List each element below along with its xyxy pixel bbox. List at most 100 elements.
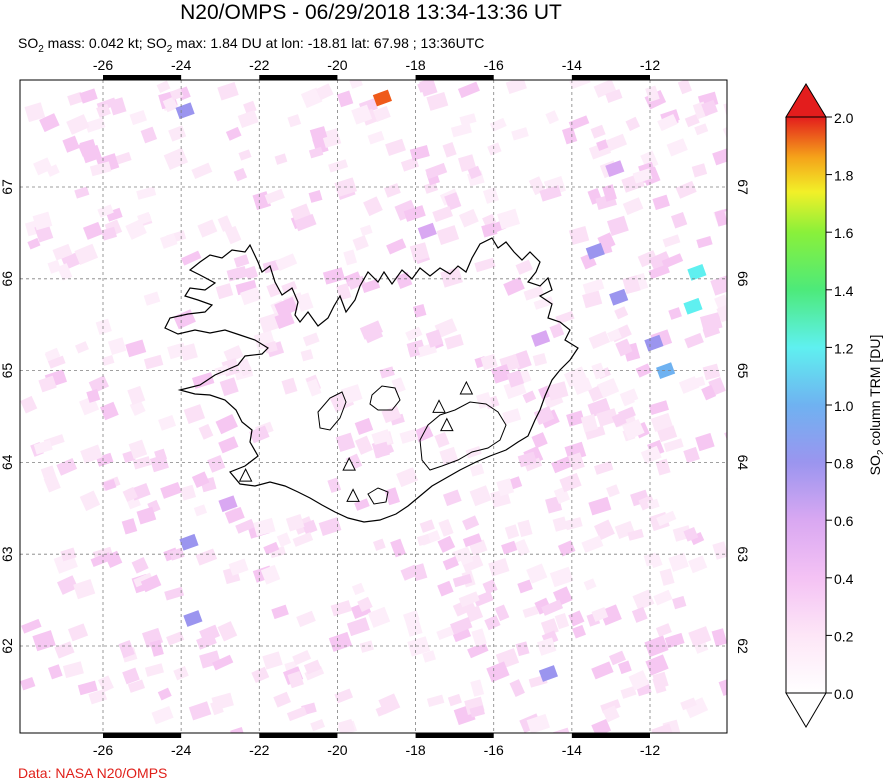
so2-noise-pixel xyxy=(593,80,617,98)
so2-noise-pixel xyxy=(217,81,239,101)
so2-pixel xyxy=(538,665,558,682)
volcano-markers xyxy=(238,380,474,502)
subtitle-part: max: 1.84 DU at lon: -18.81 lat: 67.98 ;… xyxy=(172,35,485,51)
so2-noise-pixel xyxy=(309,126,328,142)
so2-noise-pixel xyxy=(490,364,512,384)
frame-bar-top xyxy=(571,75,650,80)
so2-pixel xyxy=(644,334,664,352)
so2-noise-pixel xyxy=(426,91,449,111)
so2-noise-pixel xyxy=(514,538,530,557)
so2-noise-pixel xyxy=(367,130,385,145)
so2-noise-pixel xyxy=(648,400,669,415)
so2-noise-pixel xyxy=(79,490,101,512)
so2-noise-pixel xyxy=(562,126,578,145)
so2-noise-pixel xyxy=(559,472,582,493)
so2-pixel xyxy=(605,160,625,177)
so2-noise-pixel xyxy=(276,532,292,547)
subtitle-subscript: 2 xyxy=(166,43,173,55)
so2-noise-pixel xyxy=(86,388,101,403)
so2-noise-pixel xyxy=(180,484,197,501)
so2-noise-pixel xyxy=(193,504,208,517)
so2-noise-pixel xyxy=(273,691,291,708)
so2-noise-pixel xyxy=(528,176,546,196)
so2-noise-pixel xyxy=(233,167,248,182)
colorbar: 0.0 0.2 0.4 0.6 0.8 1.0 1.2 1.4 1.6 1.8 2.0 SO2 co… xyxy=(785,83,883,728)
so2-noise-pixel xyxy=(487,142,502,156)
y-tick-label-left: 63 xyxy=(0,546,15,562)
so2-noise-pixel xyxy=(554,612,570,630)
so2-noise-pixel xyxy=(450,616,473,635)
so2-noise-pixel xyxy=(157,687,172,701)
so2-noise-pixel xyxy=(354,435,373,455)
so2-noise-pixel xyxy=(217,621,238,642)
so2-noise-pixel xyxy=(97,204,114,218)
so2-noise-pixel xyxy=(56,458,78,476)
so2-noise-pixel xyxy=(459,208,479,228)
so2-noise-pixel xyxy=(137,211,152,225)
x-tick-label: -24 xyxy=(171,57,191,73)
volcano-marker xyxy=(238,468,253,482)
so2-noise-pixel xyxy=(67,91,84,106)
so2-noise-pixel xyxy=(47,355,66,369)
so2-noise-pixel xyxy=(292,649,312,666)
y-tick-label-right: 65 xyxy=(735,363,751,379)
so2-noise-pixel xyxy=(716,305,727,323)
so2-noise-pixel xyxy=(228,558,249,576)
so2-pixel xyxy=(179,533,199,551)
so2-noise-pixel xyxy=(295,292,314,312)
so2-noise-pixel xyxy=(77,680,98,696)
so2-noise-pixel xyxy=(517,579,533,594)
so2-noise-pixel xyxy=(169,88,184,101)
so2-noise-pixel xyxy=(694,123,709,136)
y-tick-label-left: 62 xyxy=(0,638,15,654)
so2-noise-pixel xyxy=(689,532,705,546)
so2-noise-pixel xyxy=(533,406,555,426)
so2-noise-pixel xyxy=(43,474,61,493)
so2-noise-pixel xyxy=(605,89,623,103)
so2-noise-pixel xyxy=(557,540,576,557)
so2-noise-pixel xyxy=(122,667,140,685)
so2-noise-pixel xyxy=(27,237,41,250)
so2-noise-pixel xyxy=(511,127,529,141)
subtitle-part: mass: 0.042 kt; SO xyxy=(43,35,167,51)
so2-noise-pixel xyxy=(432,205,453,223)
so2-noise-pixel xyxy=(652,671,669,690)
so2-noise-pixel xyxy=(425,329,444,348)
colorbar-label: SO2 column TRM [DU] xyxy=(867,335,883,476)
so2-noise-pixel xyxy=(615,338,633,357)
colorbar-tick-label: 0.8 xyxy=(834,456,854,472)
so2-noise-pixel xyxy=(351,582,365,596)
so2-noise-pixel xyxy=(62,661,84,679)
so2-noise-pixel xyxy=(657,114,678,132)
so2-noise-pixel xyxy=(416,533,431,547)
so2-noise-pixel xyxy=(467,165,482,180)
so2-noise-pixel xyxy=(192,372,215,389)
so2-noise-pixel xyxy=(122,486,138,502)
so2-noise-pixel xyxy=(403,205,426,222)
so2-noise-pixel xyxy=(379,366,395,379)
so2-noise-pixel xyxy=(57,575,79,595)
so2-noise-pixel xyxy=(552,516,568,532)
so2-noise-pixel xyxy=(722,146,727,163)
chart-subtitle: SO2 mass: 0.042 kt; SO2 max: 1.84 DU at … xyxy=(18,35,484,55)
so2-noise-pixel xyxy=(434,318,458,339)
so2-noise-pixel xyxy=(640,445,662,465)
so2-noise-pixel xyxy=(75,341,89,354)
so2-pixel xyxy=(417,222,437,240)
so2-noise-pixel xyxy=(179,343,198,362)
so2-highlight-pixels xyxy=(175,89,707,682)
colorbar-min-arrow xyxy=(785,692,827,728)
so2-noise-pixel xyxy=(652,194,670,211)
so2-noise-pixel xyxy=(515,641,530,657)
so2-noise-pixel xyxy=(619,388,639,405)
so2-noise-pixel xyxy=(73,579,96,600)
so2-noise-pixel xyxy=(524,457,543,472)
so2-noise-pixel xyxy=(336,90,354,108)
so2-noise-pixel xyxy=(66,114,90,135)
subtitle-subscript: 2 xyxy=(38,43,44,55)
so2-noise-pixel xyxy=(653,589,673,606)
so2-noise-pixel xyxy=(328,159,349,173)
x-tick-label: -12 xyxy=(640,57,660,73)
so2-noise-pixel xyxy=(218,436,239,454)
so2-noise-pixel xyxy=(496,478,515,497)
